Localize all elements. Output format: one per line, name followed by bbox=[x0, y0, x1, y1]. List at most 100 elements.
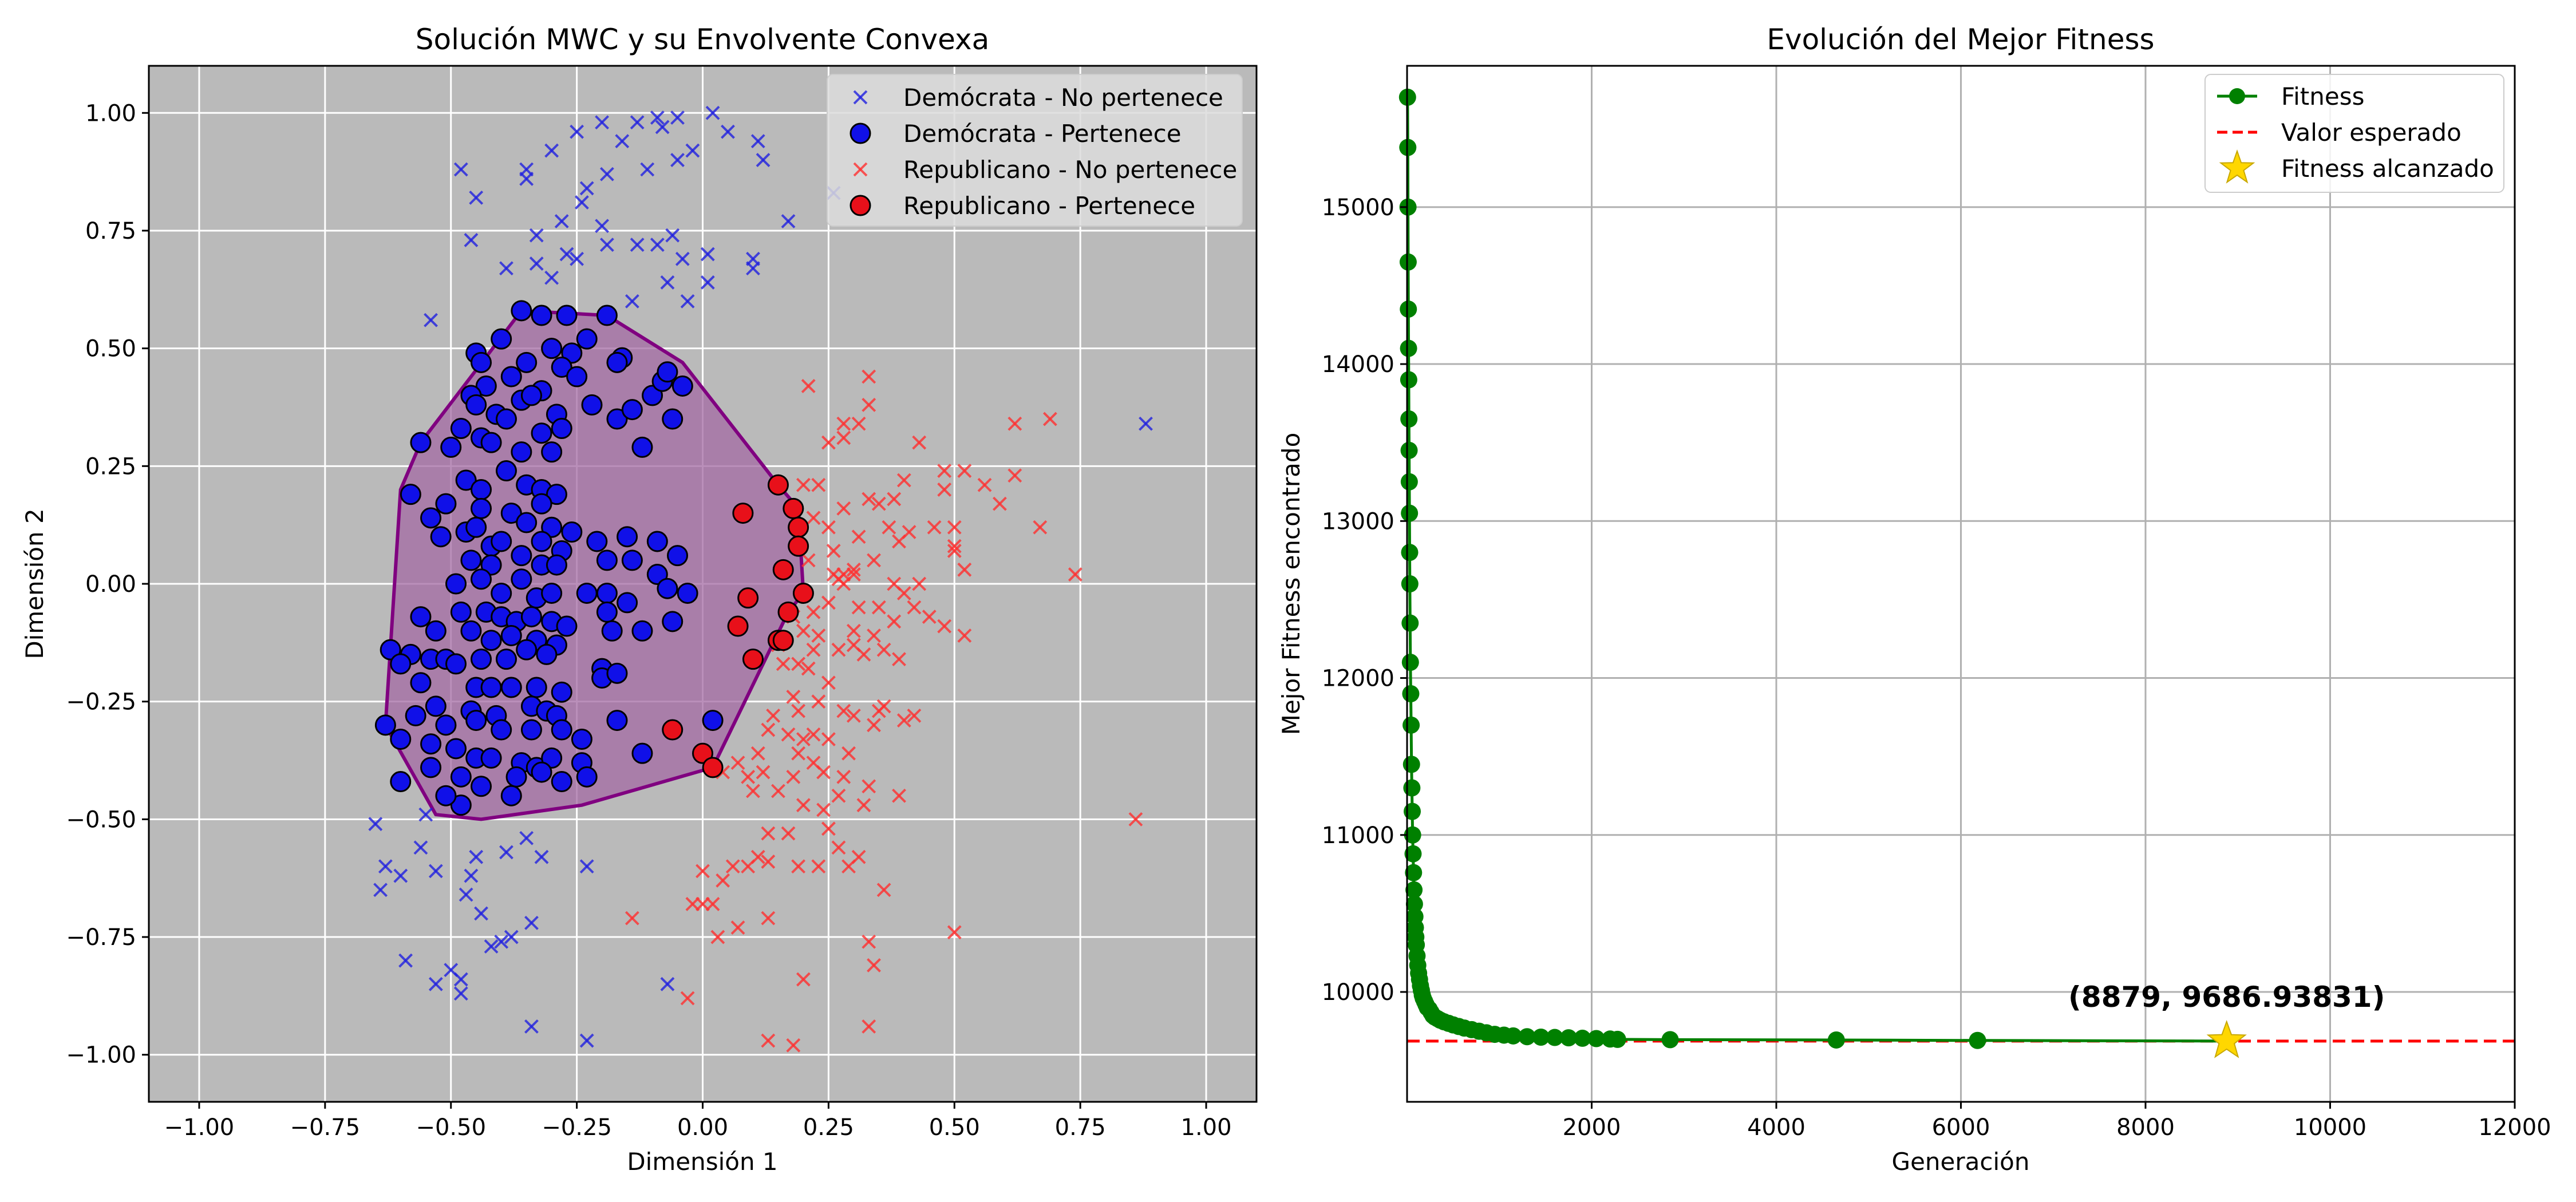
dem-crata-pertenece-point bbox=[667, 545, 689, 567]
dem-crata-pertenece-point bbox=[561, 521, 583, 543]
dem-crata-no-pertenece-point bbox=[554, 214, 569, 228]
dem-crata-pertenece-point bbox=[400, 484, 421, 505]
dem-crata-no-pertenece-point bbox=[579, 181, 594, 196]
republicano-no-pertenece-point bbox=[862, 397, 876, 412]
fitness-point bbox=[1401, 614, 1419, 632]
republicano-no-pertenece-point bbox=[947, 539, 962, 553]
dem-crata-pertenece-point bbox=[450, 794, 472, 816]
republicano-no-pertenece-point bbox=[1008, 416, 1022, 431]
dem-crata-pertenece-point bbox=[516, 512, 538, 533]
scatter-points bbox=[368, 105, 1153, 1053]
republicano-no-pertenece-point bbox=[801, 379, 816, 393]
dem-crata-pertenece-point bbox=[450, 601, 472, 623]
republicano-no-pertenece-point bbox=[876, 642, 891, 657]
dem-crata-pertenece-point bbox=[551, 357, 572, 378]
dem-crata-pertenece-point bbox=[465, 710, 487, 732]
republicano-no-pertenece-point bbox=[862, 1019, 876, 1034]
republicano-no-pertenece-point bbox=[892, 534, 906, 549]
dem-crata-no-pertenece-point bbox=[453, 986, 468, 1001]
republicano-no-pertenece-point bbox=[781, 826, 796, 841]
fitness-title: Evolución del Mejor Fitness bbox=[1767, 23, 2154, 56]
scatter-xtick-label: 0.50 bbox=[929, 1114, 980, 1141]
scatter-ytick-label: −1.00 bbox=[66, 1042, 136, 1069]
republicano-no-pertenece-point bbox=[896, 586, 911, 600]
fitness-point bbox=[1587, 1030, 1605, 1047]
republicano-no-pertenece-point bbox=[826, 543, 841, 558]
republicano-no-pertenece-point bbox=[922, 610, 937, 624]
dem-crata-no-pertenece-point bbox=[524, 915, 539, 930]
republicano-no-pertenece-point bbox=[937, 619, 952, 634]
fitness-ytick-label: 12000 bbox=[1322, 666, 1394, 692]
fitness-point bbox=[1609, 1030, 1626, 1048]
dem-crata-no-pertenece-point bbox=[494, 934, 509, 949]
republicano-no-pertenece-point bbox=[781, 727, 796, 742]
republicano-no-pertenece-point bbox=[876, 699, 891, 714]
dem-crata-no-pertenece-point bbox=[504, 930, 519, 944]
fitness-point bbox=[1827, 1031, 1845, 1049]
dem-crata-no-pertenece-point bbox=[756, 153, 771, 167]
dem-crata-pertenece-point bbox=[495, 460, 517, 482]
scatter-y-ticks: −1.00 −0.75 −0.50 −0.25 0.00 0.25 0.50 0.75 1.00 bbox=[66, 100, 149, 1069]
dem-crata-no-pertenece-point bbox=[750, 134, 765, 149]
republicano-pertenece-point bbox=[702, 757, 724, 778]
dem-crata-pertenece-point bbox=[546, 554, 567, 576]
scatter-xtick-label: −0.50 bbox=[416, 1114, 486, 1141]
scatter-xtick-label: −0.75 bbox=[290, 1114, 361, 1141]
dem-crata-pertenece-point bbox=[531, 493, 552, 515]
republicano-no-pertenece-point bbox=[741, 859, 756, 874]
dem-crata-pertenece-point bbox=[646, 564, 668, 586]
fitness-point bbox=[1401, 544, 1419, 562]
republicano-pertenece-point bbox=[742, 649, 764, 670]
dem-crata-no-pertenece-point bbox=[398, 953, 413, 968]
dem-crata-pertenece-point bbox=[556, 615, 578, 637]
dem-crata-pertenece-point bbox=[420, 507, 442, 529]
dem-crata-pertenece-point bbox=[541, 338, 563, 359]
republicano-no-pertenece-point bbox=[831, 642, 846, 657]
dem-crata-no-pertenece-point bbox=[721, 124, 735, 139]
fitness-point bbox=[1504, 1027, 1522, 1045]
fitness-point bbox=[1404, 826, 1421, 844]
republicano-no-pertenece-point bbox=[685, 897, 700, 911]
dem-crata-pertenece-point bbox=[475, 375, 497, 397]
dem-crata-no-pertenece-point bbox=[570, 124, 584, 139]
dem-crata-pertenece-point bbox=[471, 479, 492, 500]
republicano-no-pertenece-point bbox=[741, 769, 756, 784]
dem-crata-pertenece-point bbox=[621, 549, 643, 571]
republicano-no-pertenece-point bbox=[796, 972, 811, 987]
dem-crata-pertenece-point bbox=[455, 469, 477, 491]
republicano-no-pertenece-point bbox=[806, 727, 821, 742]
dem-crata-no-pertenece-point bbox=[670, 110, 685, 125]
legend-marker-republicano-no-pertenece bbox=[853, 162, 868, 177]
republicano-pertenece-point bbox=[777, 601, 799, 623]
republicano-no-pertenece-point bbox=[801, 553, 816, 568]
dem-crata-pertenece-point bbox=[642, 385, 663, 406]
dem-crata-pertenece-point bbox=[471, 351, 492, 373]
republicano-no-pertenece-point bbox=[680, 991, 695, 1006]
scatter-ytick-label: −0.50 bbox=[66, 806, 136, 833]
dem-crata-pertenece-point bbox=[596, 305, 618, 326]
dem-crata-pertenece-point bbox=[480, 747, 502, 769]
republicano-no-pertenece-point bbox=[947, 543, 962, 558]
dem-crata-no-pertenece-point bbox=[625, 294, 639, 309]
dem-crata-pertenece-point bbox=[617, 526, 638, 548]
dem-crata-pertenece-point bbox=[646, 531, 668, 552]
dem-crata-pertenece-point bbox=[581, 394, 603, 416]
dem-crata-pertenece-point bbox=[435, 493, 457, 515]
republicano-pertenece-point bbox=[772, 559, 794, 580]
fitness-point bbox=[1401, 654, 1419, 671]
dem-crata-no-pertenece-point bbox=[781, 214, 796, 228]
dem-crata-no-pertenece-point bbox=[378, 859, 393, 874]
republicano-no-pertenece-point bbox=[1068, 567, 1082, 582]
fitness-point bbox=[1969, 1031, 1986, 1049]
dem-crata-pertenece-point bbox=[516, 639, 538, 661]
republicano-pertenece-point bbox=[732, 503, 754, 524]
dem-crata-no-pertenece-point bbox=[599, 167, 614, 181]
republicano-no-pertenece-point bbox=[871, 496, 886, 511]
republicano-no-pertenece-point bbox=[761, 854, 776, 869]
dem-crata-pertenece-point bbox=[390, 729, 412, 750]
scatter-xtick-label: −1.00 bbox=[164, 1114, 235, 1141]
scatter-chart: Solución MWC y su Envolvente Convexa −1.… bbox=[21, 23, 1258, 1176]
scatter-legend: Demócrata - No pertenece Demócrata - Pert… bbox=[827, 74, 1243, 227]
republicano-no-pertenece-point bbox=[947, 925, 962, 940]
dem-crata-pertenece-point bbox=[657, 578, 678, 599]
